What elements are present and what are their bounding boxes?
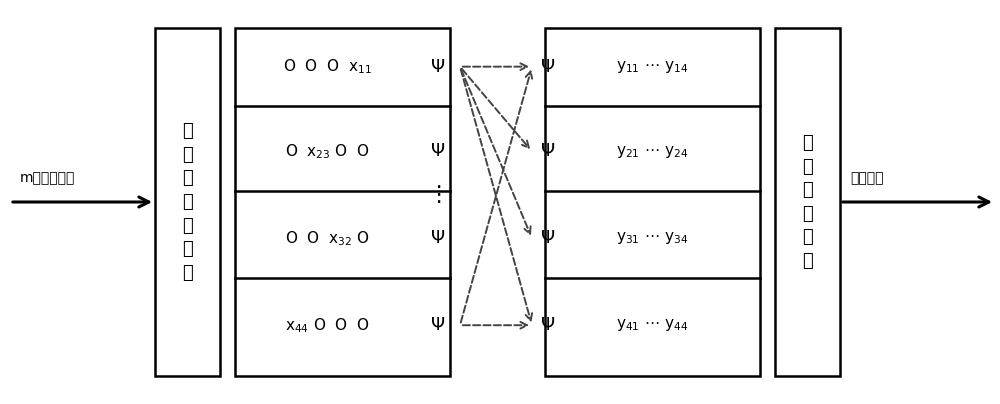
Text: Ψ: Ψ — [541, 316, 555, 334]
Text: Ψ: Ψ — [431, 58, 445, 76]
Text: O  O  x$_{32}$ O: O O x$_{32}$ O — [285, 229, 370, 248]
Text: 空
时
星
座
图
映
射: 空 时 星 座 图 映 射 — [182, 122, 193, 282]
Bar — [235, 28, 450, 376]
Bar — [775, 28, 840, 376]
Text: y$_{41}$ $\cdots$ y$_{44}$: y$_{41}$ $\cdots$ y$_{44}$ — [616, 317, 689, 333]
Text: x$_{44}$ O  O  O: x$_{44}$ O O O — [285, 316, 370, 335]
Text: 输出比特: 输出比特 — [850, 171, 884, 185]
Text: y$_{21}$ $\cdots$ y$_{24}$: y$_{21}$ $\cdots$ y$_{24}$ — [616, 143, 689, 160]
Text: Ψ: Ψ — [541, 58, 555, 76]
Text: Ψ: Ψ — [431, 316, 445, 334]
Text: 最
大
似
然
调
解: 最 大 似 然 调 解 — [802, 134, 813, 270]
Text: y$_{31}$ $\cdots$ y$_{34}$: y$_{31}$ $\cdots$ y$_{34}$ — [616, 230, 689, 246]
Bar — [155, 28, 220, 376]
Text: m个输入比特: m个输入比特 — [20, 171, 75, 185]
Text: Ψ: Ψ — [541, 143, 555, 160]
Text: O  O  O  x$_{11}$: O O O x$_{11}$ — [283, 57, 372, 76]
Text: Ψ: Ψ — [431, 229, 445, 247]
Bar — [545, 28, 760, 376]
Text: O  x$_{23}$ O  O: O x$_{23}$ O O — [285, 142, 370, 161]
Text: ⋮: ⋮ — [427, 185, 449, 205]
Text: Ψ: Ψ — [431, 143, 445, 160]
Text: y$_{11}$ $\cdots$ y$_{14}$: y$_{11}$ $\cdots$ y$_{14}$ — [616, 59, 689, 75]
Text: Ψ: Ψ — [541, 229, 555, 247]
